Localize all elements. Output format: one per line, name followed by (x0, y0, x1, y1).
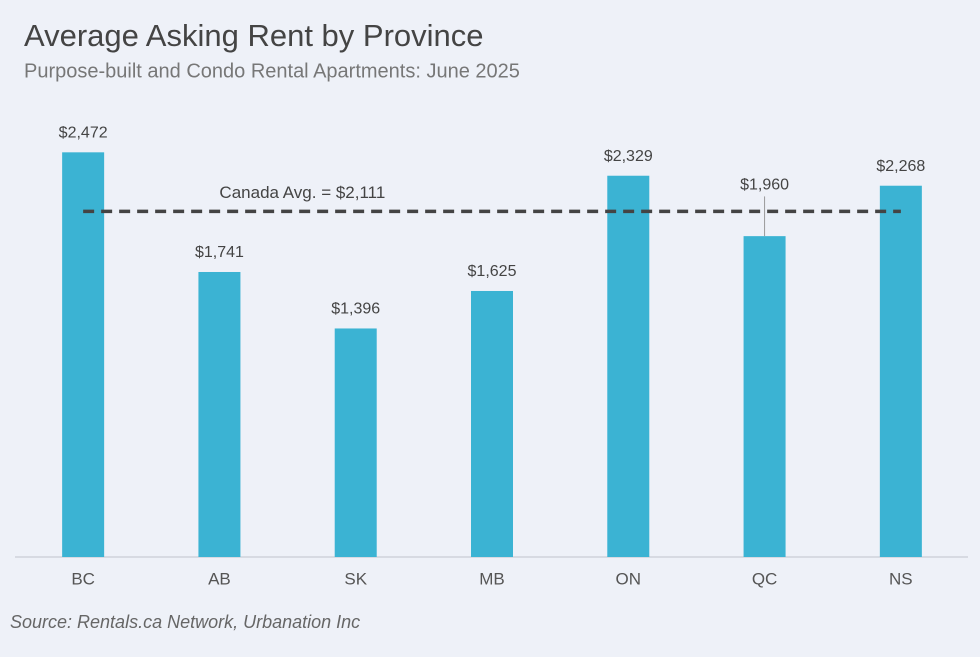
x-tick-label: SK (344, 569, 367, 588)
x-tick-label: AB (208, 569, 231, 588)
x-tick-label: BC (71, 569, 95, 588)
value-label: $1,960 (740, 177, 789, 194)
x-tick-label: QC (752, 569, 778, 588)
x-tick-label: MB (479, 569, 505, 588)
chart-title: Average Asking Rent by Province (24, 18, 484, 53)
chart-subtitle: Purpose-built and Condo Rental Apartment… (24, 60, 520, 82)
value-label: $1,741 (195, 244, 244, 261)
value-label: $2,472 (59, 125, 108, 142)
bar (334, 328, 377, 557)
value-label: $1,625 (468, 263, 517, 280)
value-label: $2,268 (876, 158, 925, 175)
bar (198, 271, 241, 557)
bar (471, 290, 513, 557)
x-tick-label: ON (616, 569, 642, 588)
value-label: $2,329 (604, 148, 653, 165)
bar (62, 152, 105, 557)
bar (743, 236, 786, 557)
value-label: $1,396 (331, 301, 380, 318)
x-tick-label: NS (889, 569, 913, 588)
bar (607, 175, 650, 557)
reference-label: Canada Avg. = $2,111 (219, 183, 385, 202)
source-note: Source: Rentals.ca Network, Urbanation I… (10, 612, 360, 632)
bar (879, 185, 922, 557)
